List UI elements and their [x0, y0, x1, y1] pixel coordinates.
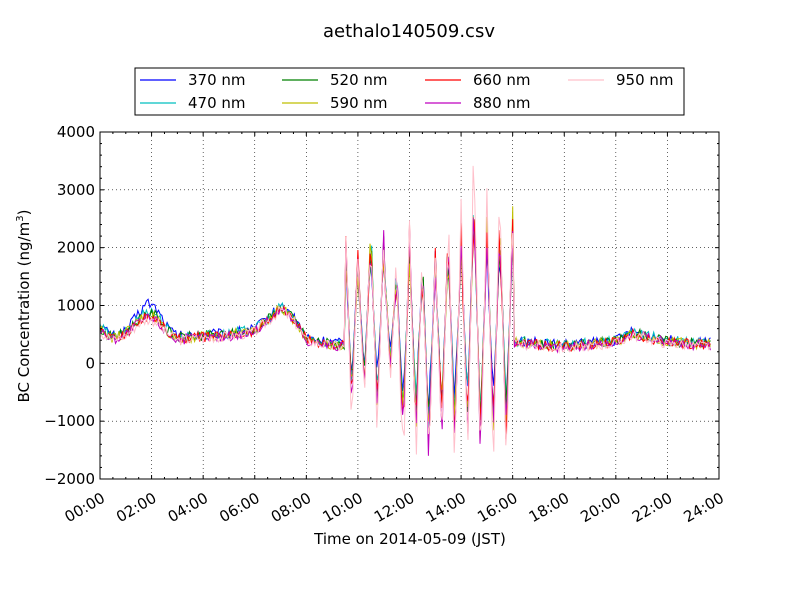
y-tick-label: 1000 — [57, 297, 95, 315]
legend-label: 880 nm — [473, 94, 531, 112]
x-axis-label: Time on 2014-05-09 (JST) — [313, 530, 506, 548]
y-tick-label: 3000 — [57, 181, 95, 199]
y-axis-ticks: −2000 −1000 0 1000 2000 3000 4000 — [44, 123, 719, 488]
y-tick-label: 0 — [85, 354, 95, 372]
y-axis-label-superscript: 3 — [15, 215, 26, 221]
legend-label: 370 nm — [188, 71, 246, 89]
y-tick-label: −2000 — [44, 470, 95, 488]
y-axis-label: BC Concentration (ng/m3) — [15, 210, 33, 403]
y-tick-label: 4000 — [57, 123, 95, 141]
legend: 370 nm 470 nm 520 nm 590 nm 660 nm 880 nm 950 … — [134, 67, 685, 116]
y-tick-label: −1000 — [44, 412, 95, 430]
legend-label: 520 nm — [330, 71, 388, 89]
legend-label: 590 nm — [330, 94, 388, 112]
y-tick-label: 2000 — [57, 239, 95, 257]
legend-label: 470 nm — [188, 94, 246, 112]
legend-label: 660 nm — [473, 71, 531, 89]
legend-label: 950 nm — [616, 71, 674, 89]
series-lines — [100, 165, 711, 456]
chart-title: aethalo140509.csv — [323, 21, 495, 42]
legend-box — [134, 67, 685, 116]
series-line-950-nm — [100, 165, 711, 455]
y-axis-label-close: ) — [15, 210, 33, 216]
y-axis-label-main: BC Concentration (ng/m — [15, 222, 33, 403]
